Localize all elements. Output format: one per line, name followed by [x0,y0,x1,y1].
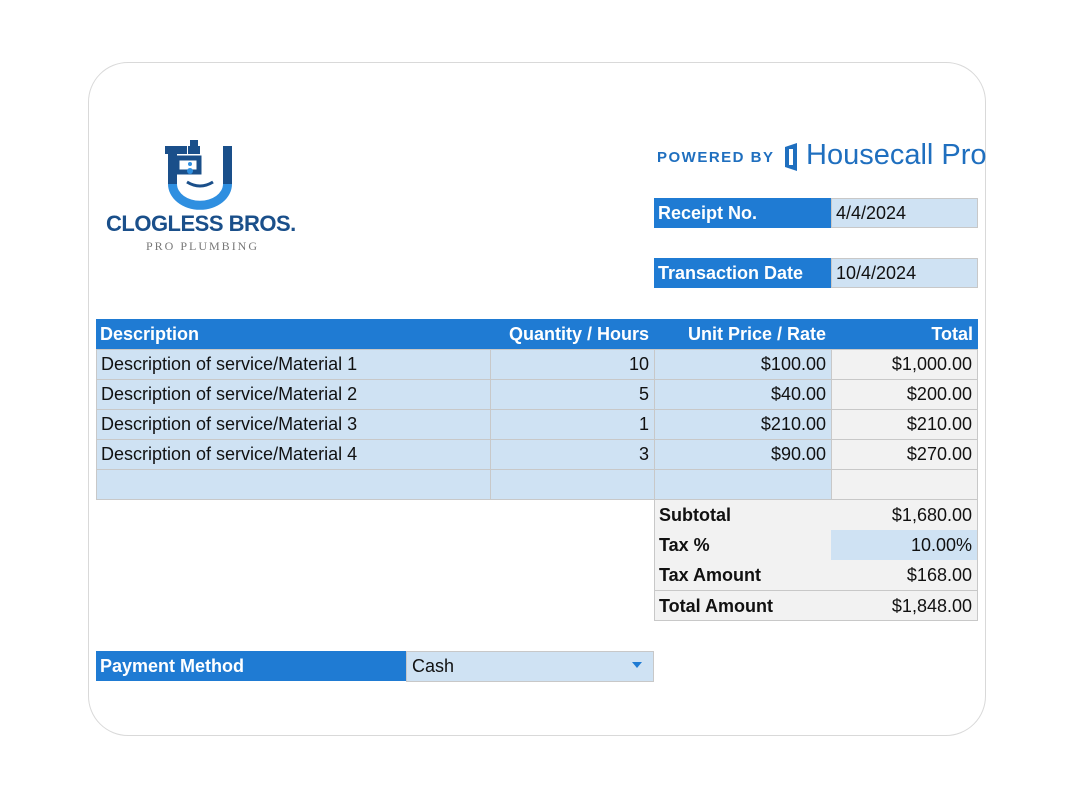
row-unit-price[interactable]: $210.00 [654,409,832,440]
row-unit-price[interactable]: $40.00 [654,379,832,410]
row-quantity[interactable]: 1 [490,409,655,440]
transaction-date-label: Transaction Date [654,258,831,288]
total-amount-label: Total Amount [655,591,831,620]
housecall-pro-icon [785,143,797,171]
col-header-quantity: Quantity / Hours [490,319,654,349]
row-total: $200.00 [831,379,978,410]
receipt-no-field[interactable]: 4/4/2024 [831,198,978,228]
row-description[interactable]: Description of service/Material 4 [96,439,491,470]
chevron-down-icon[interactable] [632,662,642,668]
powered-by-label: POWERED BY [657,149,775,166]
row-description[interactable]: Description of service/Material 1 [96,349,491,380]
payment-method-value: Cash [412,656,455,676]
receipt-no-label: Receipt No. [654,198,831,228]
row-quantity[interactable]: 3 [490,439,655,470]
row-unit-price[interactable]: $90.00 [654,439,832,470]
subtotal-label: Subtotal [655,500,831,530]
row-total: $210.00 [831,409,978,440]
row-description[interactable]: Description of service/Material 2 [96,379,491,410]
row-quantity[interactable] [490,469,655,500]
col-header-description: Description [96,319,490,349]
housecall-pro-name: Housecall Pro [806,139,987,171]
col-header-unit-price: Unit Price / Rate [654,319,831,349]
subtotal-value: $1,680.00 [831,500,977,530]
clogless-logo-icon [165,140,232,210]
company-tagline: PRO PLUMBING [146,239,260,253]
row-description[interactable]: Description of service/Material 3 [96,409,491,440]
tax-amount-label: Tax Amount [655,560,831,590]
transaction-date-field[interactable]: 10/4/2024 [831,258,978,288]
payment-method-label: Payment Method [96,651,406,681]
payment-method-dropdown[interactable]: Cash [406,651,654,682]
row-unit-price[interactable]: $100.00 [654,349,832,380]
total-divider [654,590,978,591]
row-total: $270.00 [831,439,978,470]
col-header-total: Total [831,319,978,349]
company-name: CLOGLESS BROS. [106,211,296,236]
row-total: $1,000.00 [831,349,978,380]
tax-pct-label: Tax % [655,530,831,560]
total-amount-value: $1,848.00 [831,591,977,620]
tax-amount-value: $168.00 [831,560,977,590]
row-total [831,469,978,500]
tax-pct-field[interactable]: 10.00% [831,530,977,560]
row-unit-price[interactable] [654,469,832,500]
row-description[interactable] [96,469,491,500]
row-quantity[interactable]: 10 [490,349,655,380]
row-quantity[interactable]: 5 [490,379,655,410]
